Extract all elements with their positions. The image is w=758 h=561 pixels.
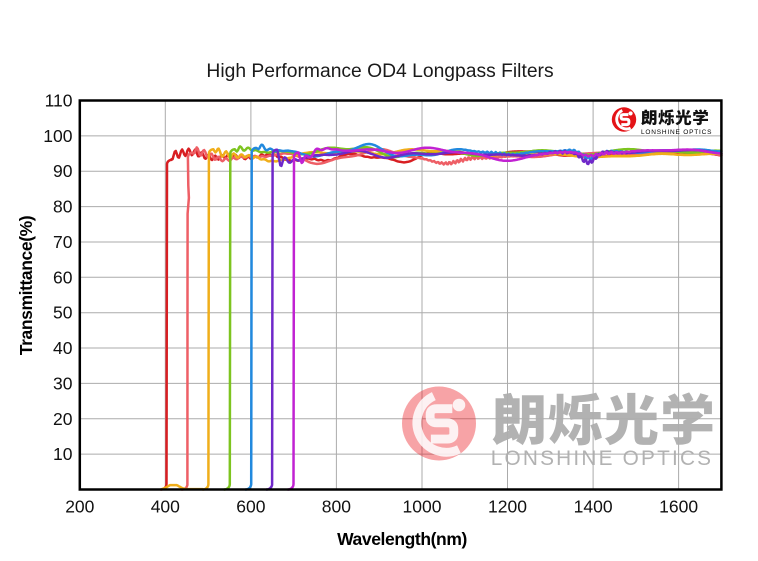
svg-text:800: 800: [322, 497, 351, 517]
svg-text:30: 30: [53, 373, 73, 393]
svg-text:50: 50: [53, 303, 73, 323]
svg-text:LONSHINE OPTICS: LONSHINE OPTICS: [491, 447, 714, 470]
svg-text:110: 110: [45, 91, 73, 111]
svg-text:600: 600: [236, 497, 265, 517]
svg-text:Transmittance(%): Transmittance(%): [16, 216, 36, 355]
svg-text:100: 100: [43, 126, 72, 146]
svg-text:1400: 1400: [574, 497, 613, 517]
svg-text:High Performance OD4 Longpass: High Performance OD4 Longpass Filters: [206, 61, 553, 82]
svg-text:200: 200: [65, 497, 94, 517]
svg-text:1600: 1600: [659, 497, 698, 517]
svg-text:1200: 1200: [488, 497, 527, 517]
svg-text:60: 60: [53, 267, 73, 287]
svg-text:10: 10: [53, 444, 73, 464]
svg-text:90: 90: [53, 161, 73, 181]
svg-text:1000: 1000: [403, 497, 442, 517]
svg-text:20: 20: [53, 409, 73, 429]
svg-text:80: 80: [53, 197, 73, 217]
svg-text:40: 40: [53, 338, 73, 358]
svg-text:400: 400: [151, 497, 180, 517]
svg-text:LONSHINE OPTICS: LONSHINE OPTICS: [641, 129, 712, 136]
svg-text:Wavelength(nm): Wavelength(nm): [337, 529, 467, 549]
svg-text:70: 70: [53, 232, 73, 252]
